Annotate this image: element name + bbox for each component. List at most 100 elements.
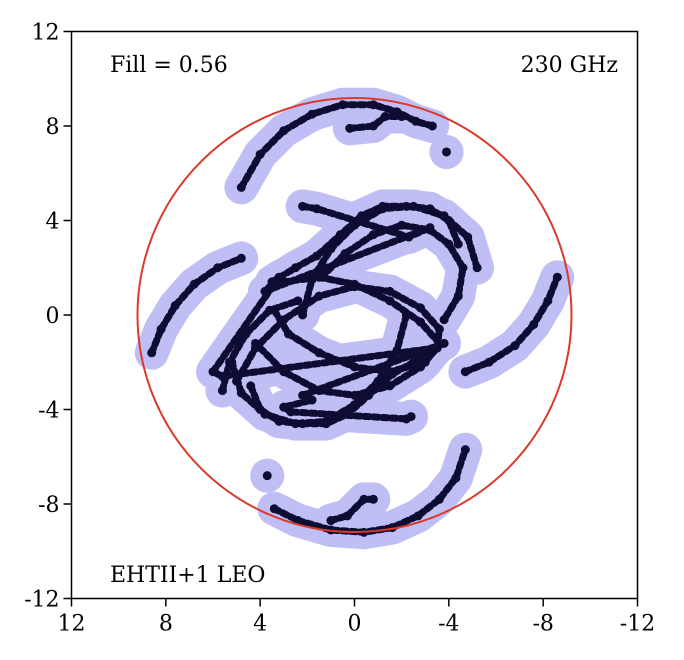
y-tick-label-6: -12 — [24, 588, 59, 613]
uv-point-lower-diagonal-9 — [246, 381, 256, 391]
uv-point-outer-bottom-small-2 — [359, 494, 369, 504]
uv-point-upper-diagonal-9 — [453, 239, 463, 249]
uv-point-small-blobs-2 — [404, 232, 414, 242]
uv-point-small-blobs-5 — [274, 272, 284, 282]
uv-point-mid-ellipse-b-8 — [350, 362, 359, 372]
uv-point-outer-bottom-big-1 — [293, 516, 303, 526]
uv-point-right-big-2 — [510, 341, 520, 351]
x-tick-label-1: 8 — [159, 612, 173, 637]
x-tick-label-4: -4 — [438, 612, 459, 637]
uv-point-mid-ellipse-a-14 — [250, 338, 260, 348]
track-lower-diagonal — [247, 344, 441, 428]
uv-point-small-blobs-12 — [279, 402, 289, 412]
uv-point-lower-arc-4 — [293, 296, 303, 306]
uv-point-outer-bottom-big-5 — [413, 511, 423, 521]
uv-point-right-big-1 — [484, 357, 494, 367]
x-tick-label-3: 0 — [348, 612, 362, 637]
y-tick-label-3: 0 — [46, 304, 60, 329]
uv-point-upper-diagonal-8 — [444, 216, 454, 225]
uv-point-small-blobs-0 — [298, 201, 308, 211]
uv-point-mid-ellipse-b-3 — [385, 296, 395, 306]
uv-point-left-big-4 — [213, 263, 223, 273]
uv-point-outer-bottom-big-8 — [460, 445, 470, 455]
uv-point-outer-bottom-small-1 — [342, 511, 352, 521]
uv-point-outer-top-big-4 — [338, 100, 348, 110]
uv-point-upper-arc-7 — [463, 232, 473, 242]
uv-point-mid-ellipse-a-10 — [385, 381, 395, 391]
uv-point-mid-ellipse-b-9 — [314, 348, 324, 358]
uv-point-outer-top-big-8 — [427, 121, 437, 131]
track-upper-diagonal — [268, 202, 462, 286]
uv-point-outer-top-big-1 — [255, 149, 265, 159]
uv-point-outer-bottom-small-3 — [368, 494, 378, 504]
uv-point-small-blobs-13 — [286, 407, 296, 417]
uv-point-lower-arc-0 — [217, 386, 227, 396]
uv-point-outer-top-small-2 — [380, 112, 390, 122]
uv-point-small-blobs-10 — [298, 390, 308, 400]
uv-point-mid-ellipse-a-6 — [416, 303, 426, 313]
reference-circle — [136, 97, 573, 533]
x-tick-label-6: -12 — [620, 612, 655, 637]
uv-point-bottom-blob-0 — [262, 471, 272, 481]
uv-point-small-blobs-4 — [260, 286, 270, 296]
uv-point-left-big-5 — [236, 253, 246, 263]
uv-point-outer-top-small-1 — [368, 121, 378, 131]
uv-point-lower-arc-3 — [265, 305, 275, 315]
uv-point-left-big-0 — [147, 348, 157, 358]
uv-point-lower-diagonal-8 — [255, 405, 265, 414]
uv-point-outer-bottom-big-6 — [434, 494, 444, 504]
uv-point-outer-top-big-3 — [307, 109, 317, 119]
uv-point-upper-diagonal-5 — [378, 201, 388, 211]
uv-point-lower-diagonal-2 — [387, 369, 397, 379]
uv-point-outer-top-big-7 — [411, 116, 421, 126]
uv-point-lower-diagonal-5 — [321, 419, 331, 429]
uv-point-mid-ellipse-a-5 — [385, 286, 395, 296]
uv-point-outer-bottom-big-7 — [451, 473, 461, 483]
uv-point-upper-diagonal-4 — [357, 211, 367, 221]
uv-point-lower-diagonal-6 — [298, 419, 308, 429]
uv-point-mid-ellipse-a-11 — [350, 390, 359, 400]
x-tick-label-5: -8 — [532, 612, 553, 637]
uv-point-upper-arc-inner-0 — [316, 272, 326, 282]
uv-point-right-big-0 — [460, 367, 470, 377]
uv-point-mid-ellipse-a-3 — [314, 291, 324, 301]
uv-point-small-blobs-1 — [312, 204, 322, 214]
uv-point-upper-arc-inner-6 — [458, 263, 468, 273]
uv-point-small-blobs-15 — [406, 412, 416, 422]
uv-point-mid-ellipse-b-4 — [416, 317, 426, 327]
uv-point-right-big-3 — [529, 319, 539, 329]
uv-point-mid-ellipse-a-7 — [434, 324, 444, 334]
uv-point-left-big-2 — [170, 301, 180, 311]
uv-point-lower-arc-2-7 — [236, 388, 246, 398]
frequency-annotation: 230 GHz — [521, 53, 618, 78]
uv-point-outer-top-small-0 — [345, 123, 355, 133]
uv-point-outer-top-big-0 — [236, 182, 246, 192]
uv-point-outer-top-big-5 — [368, 100, 378, 110]
y-tick-label-2: 4 — [46, 210, 60, 235]
uv-point-upper-arc-inner-3 — [397, 220, 407, 230]
uv-point-mid-ellipse-b-10 — [283, 329, 293, 339]
uv-point-small-blobs-9 — [439, 338, 449, 348]
uv-point-upper-diagonal-3 — [335, 230, 345, 240]
track-outer-top-small — [346, 113, 406, 132]
uv-point-upper-arc-inner-8 — [439, 315, 449, 325]
track-layer — [147, 100, 562, 537]
y-tick-label-5: -8 — [38, 493, 59, 518]
uv-point-upper-diagonal-7 — [425, 204, 435, 214]
halo-layer — [134, 87, 575, 550]
array-annotation: EHTII+1 LEO — [110, 563, 265, 588]
uv-point-outer-top-big-2 — [279, 126, 289, 136]
uv-point-upper-arc-inner-2 — [368, 230, 378, 240]
uv-point-lower-arc-2-0 — [401, 310, 411, 320]
uv-point-upper-arc-8 — [472, 263, 482, 273]
x-tick-label-0: 12 — [58, 612, 86, 637]
y-tick-label-1: 8 — [46, 115, 60, 140]
uv-point-outer-top-small-3 — [397, 112, 407, 122]
uv-point-outer-bottom-small-0 — [326, 516, 336, 526]
x-tick-label-2: 4 — [253, 612, 267, 637]
uv-point-upper-arc-0 — [298, 310, 308, 320]
uv-point-top-blob-0 — [441, 147, 451, 157]
uv-point-left-big-3 — [189, 279, 199, 289]
